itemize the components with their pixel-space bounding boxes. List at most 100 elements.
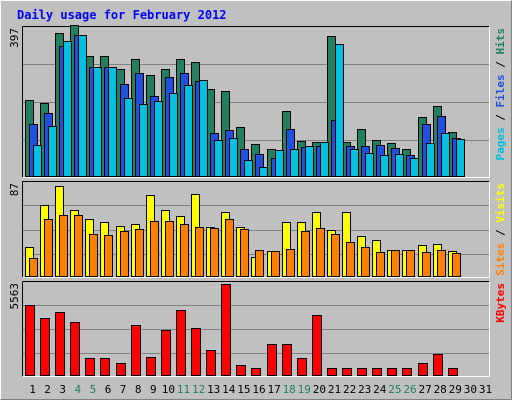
bar-pages: Pages 2: 138 [48, 126, 57, 177]
bar-sites: Sites 11: 50 [180, 224, 189, 277]
legend-text: Files [494, 74, 507, 107]
bar-sites: Sites 23: 28 [361, 247, 370, 277]
bar-pages: Pages 12: 260 [199, 80, 208, 177]
bar-kbytes: KBytes 7: 800 [116, 363, 126, 376]
x-tick-label: 29 [449, 383, 462, 396]
bar-sites: Sites 12: 47 [195, 227, 204, 277]
bar-pages: Pages 15: 45 [244, 160, 253, 177]
bar-kbytes: KBytes 10: 2800 [161, 330, 171, 376]
bar-pages: Pages 13: 99 [214, 140, 223, 177]
bar-sites: Sites 7: 43 [120, 231, 129, 277]
x-tick-label: 12 [192, 383, 205, 396]
y-max-label: 397 [8, 28, 21, 48]
bar-pages: Pages 11: 248 [184, 85, 193, 177]
legend-text: KBytes [494, 283, 507, 323]
bar-sites: Sites 27: 23 [422, 252, 431, 277]
chart-title: Daily usage for February 2012 [17, 8, 227, 22]
series-sites: Sites 1: 18 Sites 2: 54 Sites 3: 58 Sites 4… [29, 215, 461, 277]
x-tick-label: 26 [403, 383, 416, 396]
y-max-label: 87 [8, 183, 21, 196]
bar-pages: Pages 14: 105 [229, 138, 238, 177]
bar-pages: Pages 16: 26 [259, 167, 268, 177]
bar-kbytes: KBytes 2: 3500 [40, 318, 50, 376]
bar-kbytes: KBytes 28: 1350 [433, 354, 443, 376]
bar-sites: Sites 19: 43 [301, 231, 310, 277]
bar-pages: Pages 3: 366 [63, 41, 72, 177]
x-tick-label: 8 [135, 383, 142, 396]
bar-sites: Sites 18: 26 [286, 249, 295, 277]
bar-pages: Pages 28: 119 [441, 133, 450, 177]
bar-pages: Pages 4: 381 [78, 35, 87, 177]
bar-pages: Pages 21: 357 [335, 44, 344, 177]
x-tick-label: 30 [464, 383, 477, 396]
legend-text: Pages [494, 127, 507, 160]
bar-kbytes: KBytes 9: 1150 [146, 357, 156, 376]
bar-pages: Pages 20: 95 [320, 142, 329, 177]
bar-sites: Sites 13: 46 [210, 228, 219, 277]
bar-kbytes: KBytes 21: 500 [327, 368, 337, 376]
bar-pages: Pages 29: 101 [456, 139, 465, 177]
bar-kbytes: KBytes 14: 5563 [221, 284, 231, 376]
legend-text: / [494, 55, 507, 75]
bar-sites: Sites 25: 25 [391, 250, 400, 277]
series-kbytes: KBytes 1: 4300 KBytes 2: 3500 KBytes 3: 39… [25, 284, 458, 376]
bar-sites: Sites 20: 46 [316, 228, 325, 277]
x-tick-label: 15 [237, 383, 250, 396]
bar-kbytes: KBytes 24: 500 [372, 368, 382, 376]
panel-kbytes: 5563 KBytesKBytes 1: 4300KBytes 2: 3500KB… [8, 281, 507, 377]
x-tick-label: 7 [120, 383, 127, 396]
x-tick-label: 23 [358, 383, 371, 396]
bar-sites: Sites 16: 25 [255, 250, 264, 277]
bar-kbytes: KBytes 16: 500 [251, 368, 261, 376]
bar-pages: Pages 23: 64 [365, 153, 374, 177]
x-tick-label: 10 [162, 383, 175, 396]
bar-kbytes: KBytes 25: 500 [387, 368, 397, 376]
bar-kbytes: KBytes 19: 1100 [297, 358, 307, 376]
x-tick-label: 11 [177, 383, 190, 396]
legend-hits: Pages / Files / Hits [494, 28, 507, 161]
bar-pages: Pages 18: 74 [290, 149, 299, 177]
x-tick-label: 5 [90, 383, 97, 396]
bar-sites: Sites 10: 52 [165, 221, 174, 277]
legend-kbytes: KBytes [494, 283, 507, 323]
x-tick-label: 3 [59, 383, 66, 396]
bar-pages: Pages 22: 75 [350, 149, 359, 177]
x-tick-label: 16 [252, 383, 265, 396]
x-tick-label: 22 [343, 383, 356, 396]
bar-kbytes: KBytes 26: 500 [402, 368, 412, 376]
bar-sites: Sites 2: 54 [44, 219, 53, 277]
x-tick-label: 18 [283, 383, 296, 396]
bar-sites: Sites 26: 25 [406, 250, 415, 277]
bar-kbytes: KBytes 27: 800 [418, 363, 428, 376]
bar-pages: Pages 9: 204 [154, 101, 163, 177]
bar-sites: Sites 21: 40 [331, 234, 340, 277]
bar-kbytes: KBytes 29: 500 [448, 368, 458, 376]
bar-sites: Sites 8: 45 [135, 229, 144, 277]
bar-pages: Pages 8: 195 [139, 104, 148, 177]
bar-pages: Pages 1: 87 [33, 145, 42, 177]
x-tick-label: 17 [267, 383, 280, 396]
bar-pages: Pages 5: 294 [93, 67, 102, 177]
bar-kbytes: KBytes 20: 3700 [312, 315, 322, 376]
x-tick-label: 27 [418, 383, 431, 396]
bar-kbytes: KBytes 5: 1100 [85, 358, 95, 376]
bar-pages: Pages 24: 60 [380, 155, 389, 177]
bar-pages: Pages 25: 62 [395, 154, 404, 177]
x-tick-label: 2 [44, 383, 51, 396]
x-tick-label: 28 [434, 383, 447, 396]
bar-sites: Sites 28: 25 [437, 250, 446, 277]
bar-kbytes: KBytes 3: 3900 [55, 312, 65, 376]
y-max-label: 5563 [8, 283, 21, 310]
x-tick-label: 6 [105, 383, 112, 396]
bar-kbytes: KBytes 1: 4300 [25, 305, 35, 376]
x-tick-label: 14 [222, 383, 236, 396]
bar-sites: Sites 6: 39 [104, 235, 113, 277]
legend-text: / [494, 108, 507, 128]
x-axis-labels: 1 2 3 4 5 6 7 8 9 10 11 12 13 14 15 16 17 18 19 20 21 22 23 24 2… [29, 383, 492, 396]
bar-sites: Sites 17: 24 [271, 251, 280, 277]
bar-kbytes: KBytes 4: 3250 [70, 322, 80, 376]
